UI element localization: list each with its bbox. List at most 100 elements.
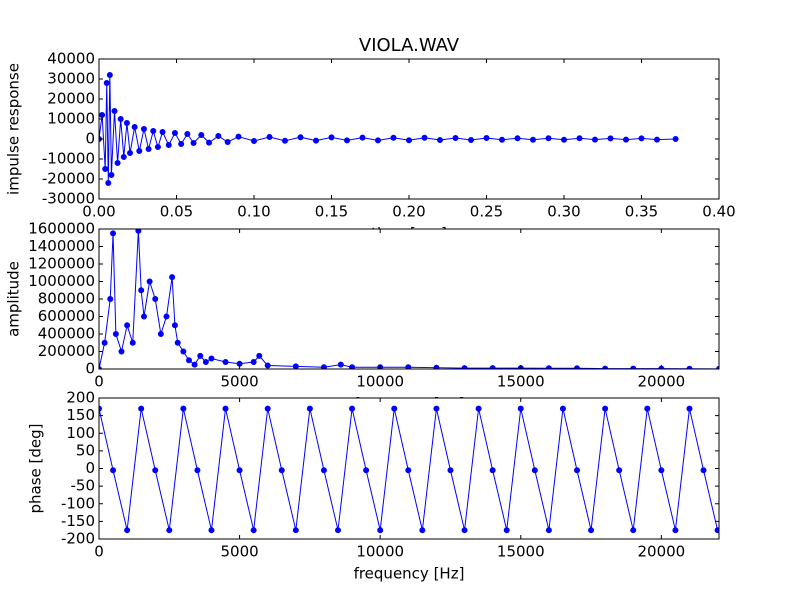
y-tick-label: 50 (76, 441, 95, 459)
x-tick-label: 0.25 (470, 203, 503, 221)
y-tick-label: -150 (61, 512, 95, 530)
data-point (171, 130, 178, 136)
data-point (475, 405, 482, 412)
data-point (190, 140, 197, 146)
data-point (337, 361, 344, 368)
data-point (461, 365, 468, 369)
data-point (235, 133, 242, 140)
x-tick-label: 0.30 (547, 203, 580, 221)
data-point (206, 139, 213, 146)
data-point (616, 467, 623, 474)
x-tick-label: 0.40 (702, 203, 735, 221)
data-point (531, 467, 538, 474)
data-point (250, 527, 257, 534)
y-tick-label: 0 (85, 130, 95, 148)
axes-background (99, 59, 719, 199)
data-point (120, 154, 127, 160)
data-point (222, 405, 229, 412)
data-point (135, 229, 142, 234)
data-point (433, 405, 440, 412)
y-tick-label: -200 (61, 530, 95, 548)
data-point (602, 405, 609, 412)
x-tick-label: 5000 (220, 543, 258, 561)
y-tick-label: -20000 (42, 170, 95, 188)
data-point (123, 120, 130, 126)
x-tick-label: 0.05 (160, 203, 193, 221)
data-point (184, 131, 191, 137)
data-point (297, 134, 304, 141)
data-point (197, 352, 204, 359)
data-point (102, 166, 109, 172)
data-point (377, 527, 384, 534)
y-tick-label: 30000 (47, 70, 95, 88)
x-tick-label: 0.20 (392, 203, 425, 221)
data-point (344, 137, 350, 144)
data-point (215, 133, 222, 139)
data-line (99, 230, 719, 369)
data-point (194, 467, 201, 474)
data-point (129, 339, 136, 346)
x-tick-label: 15000 (497, 543, 545, 561)
data-point (105, 180, 112, 186)
data-point (437, 137, 443, 143)
y-tick-label: 1000000 (28, 272, 95, 290)
data-point (391, 405, 398, 412)
data-point (503, 527, 510, 534)
data-point (163, 313, 170, 320)
data-point (530, 136, 536, 143)
data-point (101, 339, 108, 346)
data-point (138, 287, 145, 294)
data-point (107, 296, 114, 302)
data-point (499, 136, 505, 143)
data-point (672, 527, 679, 534)
data-point (150, 128, 157, 134)
data-point (264, 405, 271, 412)
data-point (517, 405, 524, 412)
x-tick-label: 15000 (497, 373, 545, 391)
x-tick-label: 5000 (220, 373, 258, 391)
data-point (672, 136, 679, 142)
data-point (452, 135, 459, 141)
data-point (114, 160, 121, 166)
data-point (159, 129, 166, 135)
data-point (178, 141, 185, 147)
data-point (198, 132, 205, 138)
chart-title: VIOLA.WAV (359, 35, 460, 56)
y-tick-label: 1400000 (28, 237, 95, 255)
y-axis-label: phase [deg] (27, 423, 45, 513)
data-point (405, 467, 412, 474)
data-point (654, 136, 660, 143)
data-point (638, 135, 645, 142)
data-point (576, 135, 583, 142)
data-point (306, 405, 313, 412)
data-point (349, 405, 356, 412)
data-point (250, 359, 257, 365)
data-point (127, 150, 133, 156)
data-point (131, 124, 138, 130)
y-tick-label: 40000 (47, 50, 95, 68)
data-point (112, 331, 119, 337)
data-point (222, 359, 229, 365)
data-point (406, 137, 412, 144)
data-point (152, 296, 159, 302)
data-point (169, 274, 176, 281)
data-point (468, 137, 474, 143)
data-point (154, 144, 161, 150)
data-point (561, 136, 567, 143)
data-point (146, 278, 153, 285)
data-point (166, 527, 173, 534)
y-tick-label: 10000 (47, 110, 95, 128)
x-tick-label: 0.10 (237, 203, 270, 221)
x-tick-label: 0.35 (625, 203, 658, 221)
data-point (278, 467, 285, 474)
y-tick-label: 800000 (38, 290, 95, 308)
data-point (658, 467, 665, 474)
y-tick-label: -100 (61, 494, 95, 512)
x-tick-label: 20000 (637, 373, 685, 391)
data-point (349, 364, 356, 369)
data-point (110, 230, 117, 237)
data-point (208, 527, 215, 534)
data-point (251, 138, 257, 144)
data-point (110, 467, 117, 474)
